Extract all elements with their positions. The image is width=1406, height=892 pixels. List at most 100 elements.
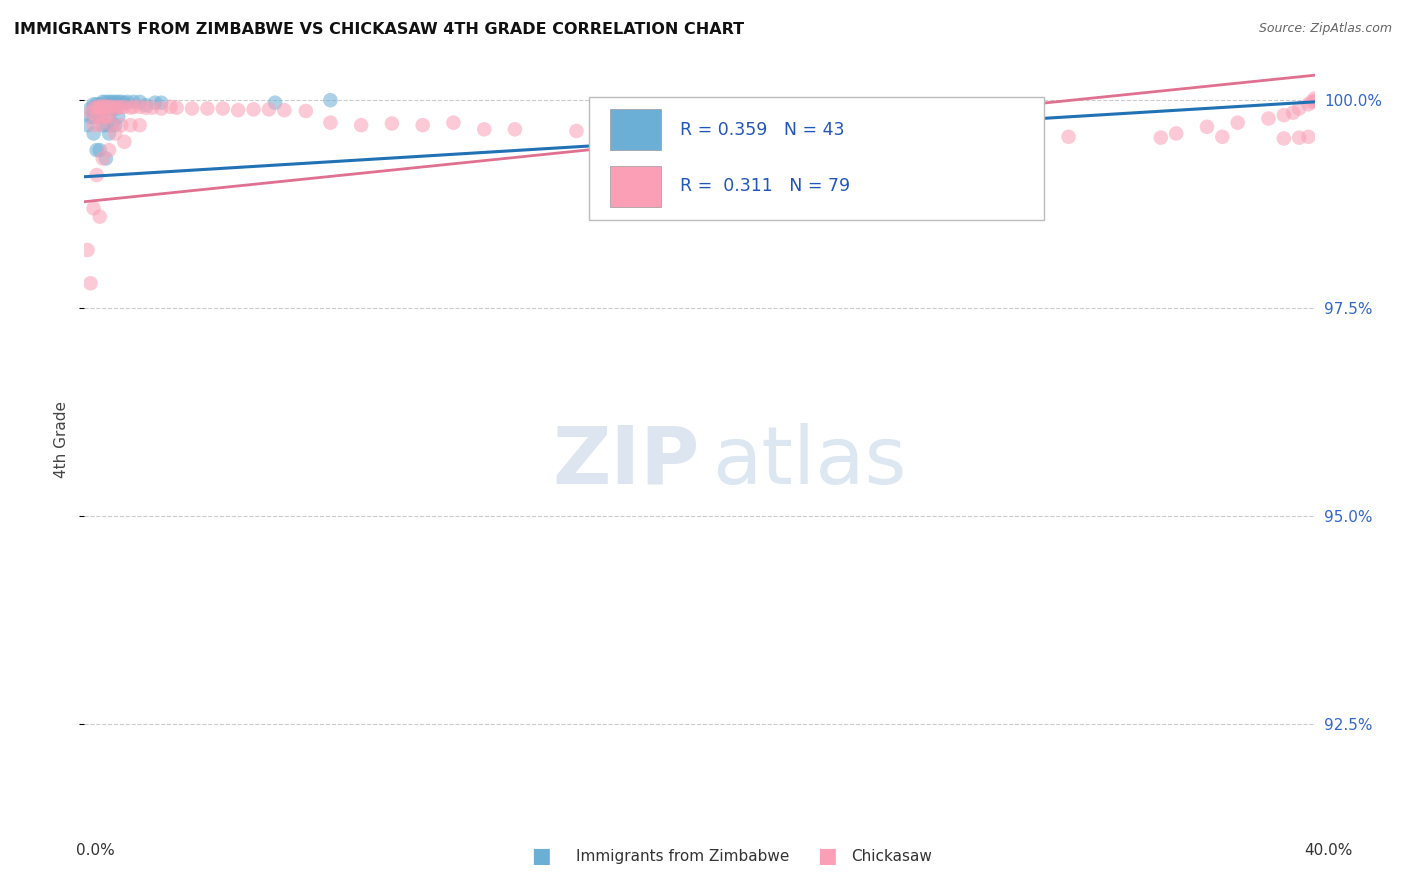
Point (1301, 95, 1323, 109)
Point (995, 128, 1018, 143)
Point (166, 101, 188, 115)
Text: Source: ZipAtlas.com: Source: ZipAtlas.com (1258, 22, 1392, 36)
Point (1257, 112, 1279, 126)
Point (83, 102, 105, 116)
Point (89, 100, 111, 114)
Point (1298, 129, 1320, 144)
Point (94, 152, 117, 166)
Point (226, 103, 249, 118)
Point (98, 110, 120, 124)
Point (842, 127, 865, 141)
Point (91, 118, 114, 132)
Point (79, 102, 101, 116)
Point (83, 127, 105, 141)
Point (1150, 130, 1173, 145)
Point (1288, 102, 1310, 116)
Point (104, 127, 127, 141)
Point (101, 102, 124, 116)
Point (112, 95, 135, 110)
Y-axis label: 4th Grade: 4th Grade (53, 401, 69, 478)
Point (104, 95, 127, 109)
Point (150, 95, 173, 110)
Point (112, 100, 135, 114)
Text: IMMIGRANTS FROM ZIMBABWE VS CHICKASAW 4TH GRADE CORRELATION CHART: IMMIGRANTS FROM ZIMBABWE VS CHICKASAW 4T… (14, 22, 744, 37)
Point (79, 277, 101, 291)
Point (107, 95, 129, 109)
Point (295, 103, 318, 118)
Point (98, 102, 120, 116)
Point (91, 102, 114, 116)
Text: Chickasaw: Chickasaw (851, 849, 932, 863)
Point (350, 118, 373, 132)
FancyBboxPatch shape (610, 110, 661, 151)
Point (1298, 97, 1320, 112)
Point (381, 116, 404, 130)
Point (689, 124, 711, 138)
Point (91, 110, 114, 124)
Point (94, 118, 117, 132)
Point (242, 103, 264, 117)
Point (135, 101, 157, 115)
Point (110, 118, 132, 132)
Point (89, 110, 111, 124)
Point (159, 100, 181, 114)
Text: R = 0.359   N = 43: R = 0.359 N = 43 (681, 120, 844, 139)
Point (122, 95, 145, 109)
Point (1195, 120, 1218, 134)
FancyBboxPatch shape (589, 96, 1045, 219)
Point (89, 102, 111, 116)
Point (76, 243, 98, 257)
Point (89, 102, 111, 116)
Point (135, 98, 157, 112)
Point (150, 102, 173, 116)
Point (91, 152, 114, 166)
Point (101, 100, 124, 114)
Point (101, 118, 124, 132)
Point (319, 93, 342, 107)
Point (1272, 131, 1295, 145)
Point (128, 95, 150, 109)
Point (273, 103, 295, 118)
Point (83, 202, 105, 216)
Point (98, 143, 120, 157)
Point (83, 118, 105, 132)
Point (98, 127, 120, 141)
Point (86, 168, 108, 182)
Point (264, 95, 287, 110)
Point (89, 97, 111, 112)
Point (104, 101, 127, 115)
Point (89, 210, 111, 224)
Point (101, 95, 124, 109)
Point (79, 110, 101, 124)
Point (83, 102, 105, 116)
Point (107, 100, 129, 114)
Point (128, 118, 150, 132)
Point (1272, 108, 1295, 122)
Text: ZIP: ZIP (553, 423, 700, 500)
Text: 40.0%: 40.0% (1305, 843, 1353, 858)
Point (565, 124, 588, 138)
Point (141, 101, 163, 115)
Point (110, 101, 132, 115)
Point (197, 102, 219, 116)
Text: Immigrants from Zimbabwe: Immigrants from Zimbabwe (576, 849, 790, 863)
Point (143, 95, 166, 110)
Point (86, 143, 108, 157)
Point (104, 118, 127, 132)
Text: R =  0.311   N = 79: R = 0.311 N = 79 (681, 178, 849, 195)
Point (1211, 129, 1233, 144)
Point (94, 100, 117, 114)
Point (91, 95, 114, 109)
Point (98, 100, 120, 114)
Point (1303, 94, 1326, 108)
Point (1226, 116, 1249, 130)
Point (935, 128, 957, 143)
Point (107, 110, 129, 124)
Point (94, 110, 117, 124)
Point (181, 102, 204, 116)
Point (112, 135, 135, 149)
Point (91, 99, 114, 113)
Point (1303, 91, 1326, 105)
Point (122, 100, 145, 114)
Point (1057, 129, 1080, 144)
